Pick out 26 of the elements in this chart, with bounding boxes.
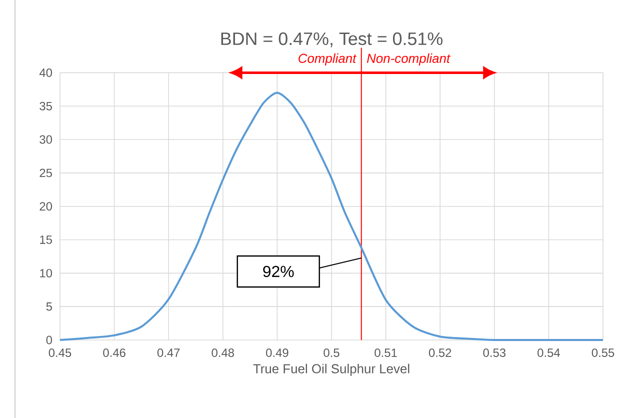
y-tick-label: 15 — [40, 236, 52, 244]
x-axis-title: True Fuel Oil Sulphur Level — [253, 364, 410, 376]
y-tick-label: 5 — [46, 302, 52, 311]
text: Compliant — [298, 53, 357, 66]
x-tick-label: 0.52 — [428, 348, 452, 357]
x-tick-label: 0.53 — [483, 348, 506, 357]
y-tick-label: 10 — [40, 268, 52, 278]
x-tick-label: 0.54 — [538, 348, 560, 357]
annotation: 92% — [263, 266, 294, 278]
y-tick-label: 0 — [46, 336, 52, 344]
x-tick-label: 0.47 — [157, 348, 180, 357]
x-tick-label: 0.5 — [324, 348, 340, 357]
x-tick-label: 0.51 — [374, 348, 397, 357]
y-tick-label: 30 — [40, 135, 52, 144]
x-tick-label: 0.46 — [103, 348, 126, 357]
text: Non-compliant — [366, 53, 450, 66]
chart-title: BDN = 0.47%, Test = 0.51% — [221, 32, 442, 48]
y-tick-label: 40 — [39, 68, 52, 77]
line-series — [59, 92, 604, 342]
y-tick-label: 35 — [40, 102, 52, 110]
x-tick-label: 0.49 — [266, 348, 288, 357]
x-tick-label: 0.55 — [592, 348, 614, 357]
x-tick-label: 0.48 — [212, 348, 234, 357]
y-tick-label: 20 — [40, 202, 52, 211]
y-tick-label: 25 — [40, 168, 52, 178]
x-tick-label: 0.45 — [48, 348, 72, 357]
